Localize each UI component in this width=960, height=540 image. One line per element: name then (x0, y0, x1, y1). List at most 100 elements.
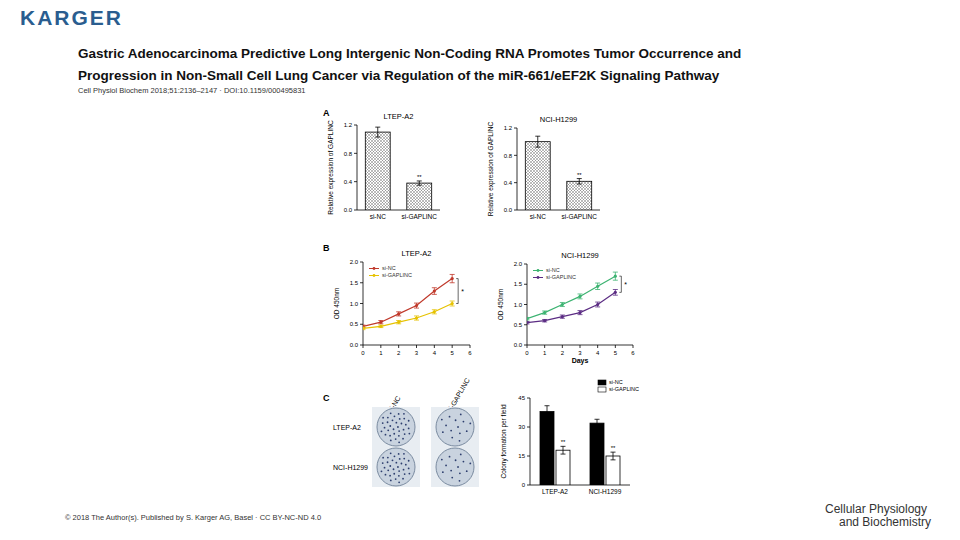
annotations: ** (577, 172, 582, 178)
tick-label: 5 (614, 350, 618, 356)
marker (433, 289, 436, 292)
tick-label: 0.0 (350, 342, 359, 348)
category-label: NCI-H1299 (589, 488, 622, 495)
tick (615, 345, 616, 348)
tick (524, 345, 527, 346)
colony (442, 431, 444, 433)
tick (524, 264, 527, 265)
significance: * (461, 288, 464, 295)
tick (470, 345, 471, 348)
colony (390, 440, 392, 442)
tick (527, 345, 528, 348)
tick (514, 155, 517, 156)
category-label: si-NC (370, 213, 387, 220)
tick-label: 0.0 (344, 207, 353, 213)
error-bar (378, 321, 383, 324)
slide: KARGER Gastric Adenocarcinoma Predictive … (0, 0, 960, 540)
tick-label: 1.2 (504, 125, 513, 131)
colony (394, 415, 396, 417)
colony (398, 413, 400, 415)
colony (401, 463, 403, 465)
colony (403, 413, 405, 415)
colony (408, 433, 410, 435)
tick (363, 345, 364, 348)
legend-label: si-GAPLINC (382, 272, 412, 278)
tick-label: 5 (450, 350, 454, 356)
error-bar (527, 322, 530, 324)
bar (407, 183, 432, 210)
journal: Cellular Physiology (825, 502, 927, 516)
colony (442, 471, 444, 473)
chart-title: LTEP-A2 (384, 112, 414, 121)
legend-label: si-NC (382, 265, 396, 271)
error-bar (450, 274, 455, 282)
marker (451, 302, 454, 305)
title: Gastric Adenocarcinoma Predictive Long I… (78, 46, 741, 61)
error-bar (577, 179, 582, 184)
colony (402, 478, 404, 480)
axis-title: OD 450nm (333, 288, 340, 319)
plate-bg (431, 407, 479, 447)
colony (387, 421, 389, 423)
tick (380, 345, 381, 348)
title: Progression in Non-Small Cell Lung Cance… (78, 68, 720, 83)
bar (606, 456, 620, 485)
legend-marker (537, 269, 540, 272)
colony (385, 434, 387, 436)
plot (363, 274, 455, 330)
colony (398, 470, 400, 472)
colony (389, 435, 391, 437)
error-bar (378, 325, 383, 327)
bar (590, 423, 604, 485)
tick (527, 427, 530, 428)
colony (398, 441, 400, 443)
y-axis (530, 398, 531, 485)
tick-label: 0 (522, 482, 526, 488)
colony (451, 477, 453, 479)
colony (405, 464, 407, 466)
marker (397, 321, 400, 324)
axis-title: Days (572, 357, 589, 365)
colony (469, 423, 471, 425)
error-bar (613, 290, 618, 296)
tick (527, 398, 530, 399)
colony (382, 462, 384, 464)
tick-label: 0.8 (344, 151, 353, 157)
marker (561, 315, 564, 318)
colony (387, 457, 389, 459)
colony (408, 460, 410, 462)
colony (398, 475, 400, 477)
error-bar (560, 302, 565, 306)
significance: ** (417, 174, 422, 180)
line (363, 279, 452, 327)
marker (578, 311, 581, 314)
tick-label: 4 (596, 350, 600, 356)
chart-title: NCI-H1299 (540, 115, 578, 124)
colony (381, 470, 383, 472)
tick-label: 2.0 (514, 261, 523, 267)
tick-label: 0.8 (504, 153, 513, 159)
marker (397, 312, 400, 315)
legend-label: si-GAPLINC (546, 274, 576, 280)
marker (363, 327, 365, 330)
significance: ** (561, 439, 566, 445)
error-bar (611, 452, 616, 460)
colony (398, 481, 400, 483)
marker (561, 303, 564, 306)
bar (365, 132, 390, 210)
panel-label: A (323, 108, 330, 118)
colony (392, 459, 394, 461)
tick (562, 345, 563, 348)
tick-label: 30 (518, 424, 525, 430)
brand: KARGER (20, 6, 123, 29)
plate-bg (431, 447, 479, 487)
plate (377, 448, 415, 486)
error-bar (578, 294, 583, 299)
tick (360, 324, 363, 325)
marker (543, 319, 546, 322)
plot (365, 127, 431, 210)
error-bar (542, 311, 547, 314)
tick (633, 345, 634, 348)
tick (416, 345, 417, 348)
error-bar (613, 272, 618, 280)
